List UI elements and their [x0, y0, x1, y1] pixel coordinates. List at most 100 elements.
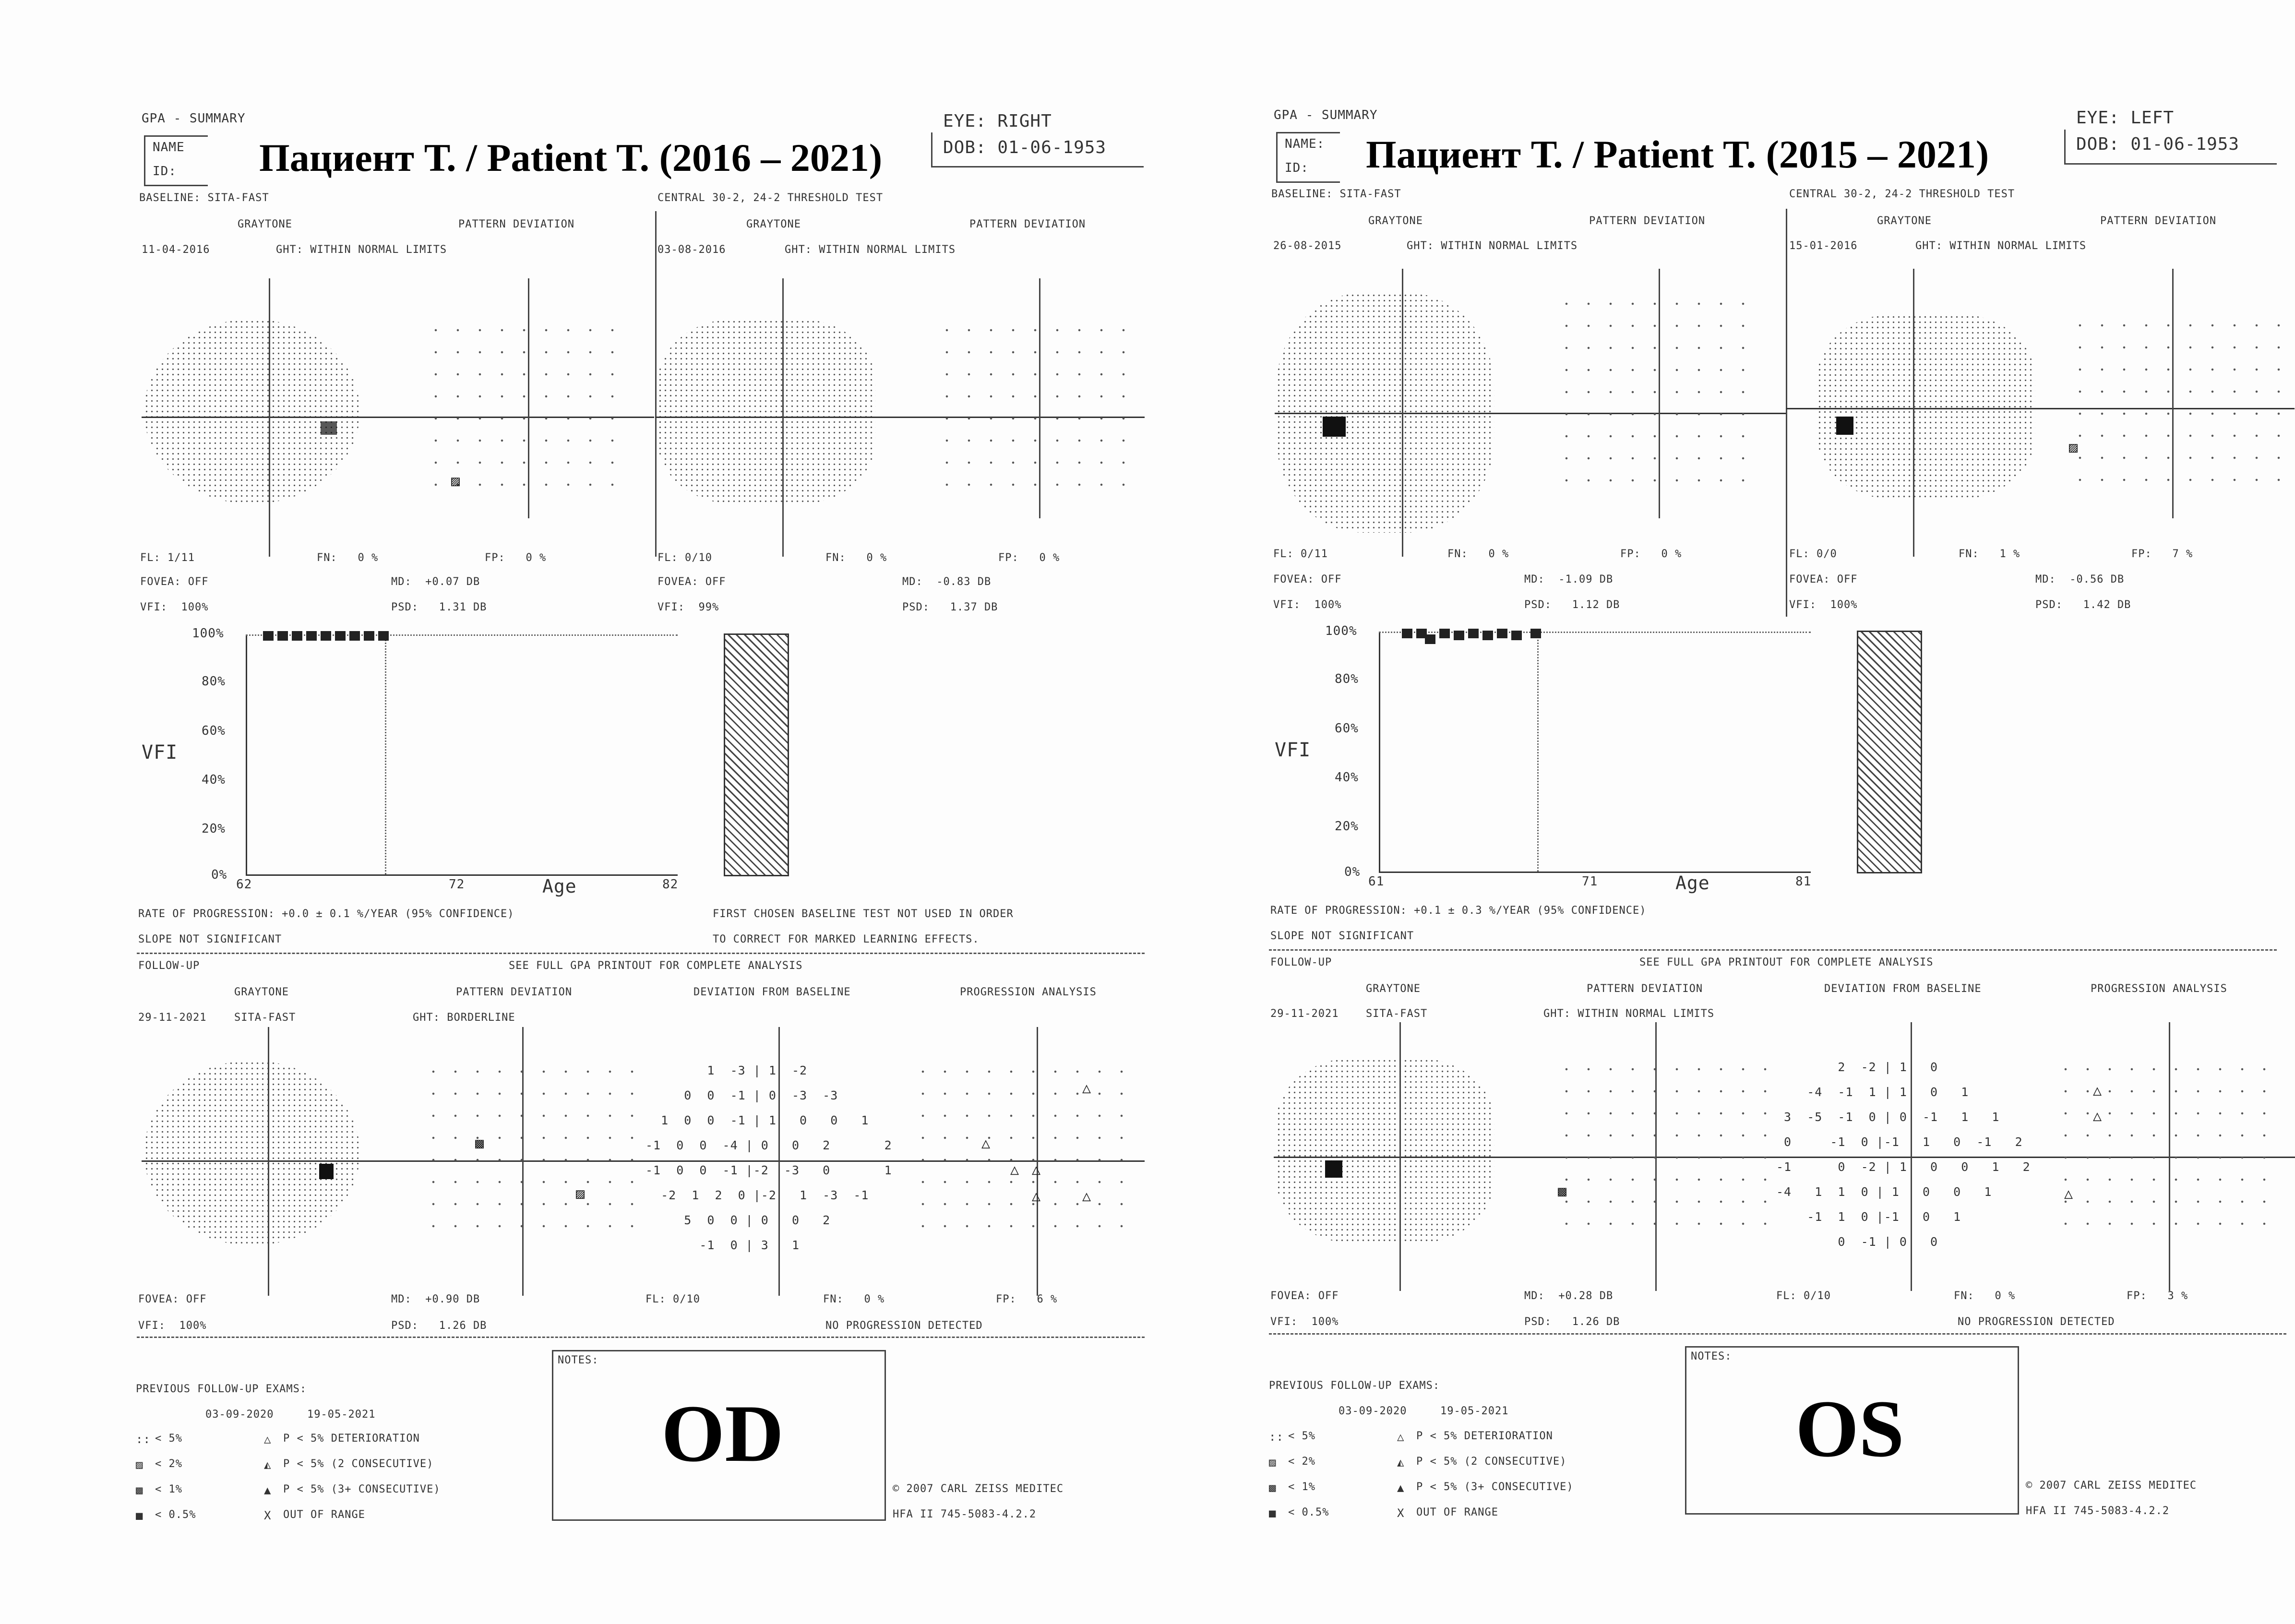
- id-label: ID:: [153, 164, 177, 179]
- rate-of-progression: RATE OF PROGRESSION: +0.1 ± 0.3 %/YEAR (…: [1270, 905, 1647, 917]
- followup-ght: GHT: WITHIN NORMAL LIMITS: [1543, 1008, 1715, 1020]
- fp-2: FP: 7 %: [2131, 548, 2193, 560]
- followup-graytone-label: GRAYTONE: [1366, 983, 1421, 995]
- previous-exams-label: PREVIOUS FOLLOW-UP EXAMS:: [1269, 1380, 1440, 1392]
- name-id-box: [1276, 132, 1340, 183]
- xtick-81: 81: [1795, 874, 1812, 889]
- graytone-map-1: [144, 319, 360, 504]
- chart-y-axis: [1379, 632, 1380, 872]
- vfi-2: VFI: 99%: [657, 601, 719, 613]
- vfi-point: [306, 631, 317, 641]
- name-label: NAME: [153, 140, 185, 155]
- blind-spot-1: [1323, 417, 1346, 437]
- legend-text: < 0.5%: [1288, 1506, 1329, 1518]
- rate-of-progression: RATE OF PROGRESSION: +0.0 ± 0.1 %/YEAR (…: [138, 908, 514, 920]
- graytone-label-1: GRAYTONE: [238, 218, 292, 230]
- vfi-point: [1511, 631, 1522, 640]
- deviation-row: 0 -1 0 |-1 1 0 -1 2: [1776, 1135, 2023, 1149]
- fl-2: FL: 0/10: [657, 552, 712, 564]
- followup-pattern-map: [422, 1061, 634, 1245]
- legend-symbol: ■: [1269, 1506, 1277, 1520]
- chart-100-line: [246, 634, 678, 636]
- vfi-point: [1530, 629, 1541, 638]
- pattern-deviation-map-2: [936, 319, 1137, 504]
- exam-date-2: 03-08-2016: [657, 244, 726, 256]
- legend-text: P < 5% (3+ CONSECUTIVE): [283, 1483, 441, 1495]
- dob-box: [931, 132, 1144, 167]
- ytick-20: 20%: [202, 822, 226, 836]
- vfi-point: [1497, 629, 1507, 638]
- xtick-82: 82: [662, 877, 679, 892]
- notes-label: NOTES:: [558, 1354, 599, 1366]
- fp-2: FP: 0 %: [998, 552, 1060, 564]
- pattern-label-1: PATTERN DEVIATION: [458, 218, 575, 230]
- legend-text: < 5%: [155, 1433, 182, 1445]
- legend-text: < 0.5%: [155, 1509, 196, 1521]
- patient-title: Пациент Т. / Patient T. (2016 – 2021): [259, 136, 883, 179]
- vfi-point: [321, 631, 331, 641]
- copyright: © 2007 CARL ZEISS MEDITEC: [2026, 1480, 2197, 1492]
- meridian-v-1a: [269, 278, 270, 557]
- os-report-sheet: GPA - SUMMARY NAME: ID: Пациент Т. / Pat…: [1148, 0, 2295, 1624]
- followup-md: MD: +0.90 DB: [391, 1293, 480, 1305]
- meridian-v-2a: [1913, 269, 1914, 557]
- chart-current-age-line: [385, 634, 386, 874]
- baseline-divider: [1786, 209, 1787, 617]
- legend-symbol: ■: [136, 1509, 143, 1522]
- legend-symbol: ◭: [1397, 1456, 1405, 1469]
- legend-symbol: △: [1397, 1430, 1405, 1444]
- followup-graytone-label: GRAYTONE: [234, 986, 289, 998]
- ght-2: GHT: WITHIN NORMAL LIMITS: [785, 244, 956, 256]
- legend-text: < 2%: [155, 1458, 182, 1470]
- meridian-v-2a: [782, 278, 784, 557]
- symbol-lt2-1: ▨: [451, 473, 460, 490]
- followup-fp: FP: 6 %: [996, 1293, 1058, 1305]
- legend-symbol: ▨: [1269, 1456, 1277, 1469]
- deviation-row: -1 0 | 3 1: [645, 1238, 800, 1252]
- deterioration-symbol: △: [1010, 1161, 1019, 1178]
- followup-graytone-map: [144, 1061, 360, 1245]
- legend-symbol: ▲: [264, 1483, 272, 1497]
- followup-meridian-v-c: [778, 1027, 780, 1296]
- ytick-100: 100%: [192, 626, 224, 641]
- meridian-h-1: [142, 417, 654, 418]
- notes-label: NOTES:: [1691, 1350, 1732, 1362]
- device-model: HFA II 745-5083-4.2.2: [2026, 1505, 2170, 1517]
- followup-psd: PSD: 1.26 DB: [1524, 1316, 1620, 1328]
- vfi-axis-label: VFI: [1275, 739, 1311, 761]
- defect-cluster-1: [321, 421, 337, 435]
- legend-text: P < 5% (3+ CONSECUTIVE): [1416, 1481, 1574, 1493]
- legend-text: < 5%: [1288, 1430, 1315, 1442]
- ytick-0: 0%: [1344, 865, 1361, 879]
- patient-title: Пациент Т. / Patient T. (2015 – 2021): [1366, 132, 1989, 176]
- followup-defect: [319, 1164, 334, 1179]
- ytick-0: 0%: [211, 868, 227, 882]
- name-id-box: [144, 135, 208, 186]
- deterioration-symbol: △: [1032, 1188, 1041, 1205]
- eye-abbreviation: OD: [661, 1388, 784, 1479]
- deviation-row: 2 -2 | 1 0: [1776, 1060, 1938, 1074]
- fl-2: FL: 0/0: [1789, 548, 1837, 560]
- section-divider-2: [137, 1337, 1145, 1338]
- followup-vfi: VFI: 100%: [138, 1320, 207, 1332]
- vfi-projection-bar: [1857, 631, 1922, 873]
- legend-symbol: ▲: [1397, 1481, 1405, 1494]
- md-2: MD: -0.83 DB: [902, 576, 992, 588]
- symbol-lt1: ▩: [475, 1135, 484, 1152]
- vfi-2: VFI: 100%: [1789, 599, 1858, 611]
- xtick-61: 61: [1368, 874, 1385, 889]
- id-label: ID:: [1285, 161, 1309, 175]
- baseline-label: BASELINE: SITA-FAST: [139, 192, 269, 204]
- previous-exam-date-1: 03-09-2020: [205, 1409, 274, 1421]
- fn-1: FN: 0 %: [317, 552, 379, 564]
- eye-abbreviation: OS: [1795, 1384, 1904, 1474]
- section-divider-1: [1269, 949, 2277, 951]
- followup-meridian-h: [142, 1160, 1145, 1162]
- vfi-point: [378, 631, 389, 641]
- report-title: GPA - SUMMARY: [142, 111, 246, 126]
- vfi-point: [263, 631, 274, 641]
- deviation-row: -1 1 0 |-1 0 1: [1776, 1210, 1961, 1224]
- fp-1: FP: 0 %: [1620, 548, 1682, 560]
- fovea-1: FOVEA: OFF: [140, 576, 209, 588]
- meridian-h-1: [1275, 413, 1786, 414]
